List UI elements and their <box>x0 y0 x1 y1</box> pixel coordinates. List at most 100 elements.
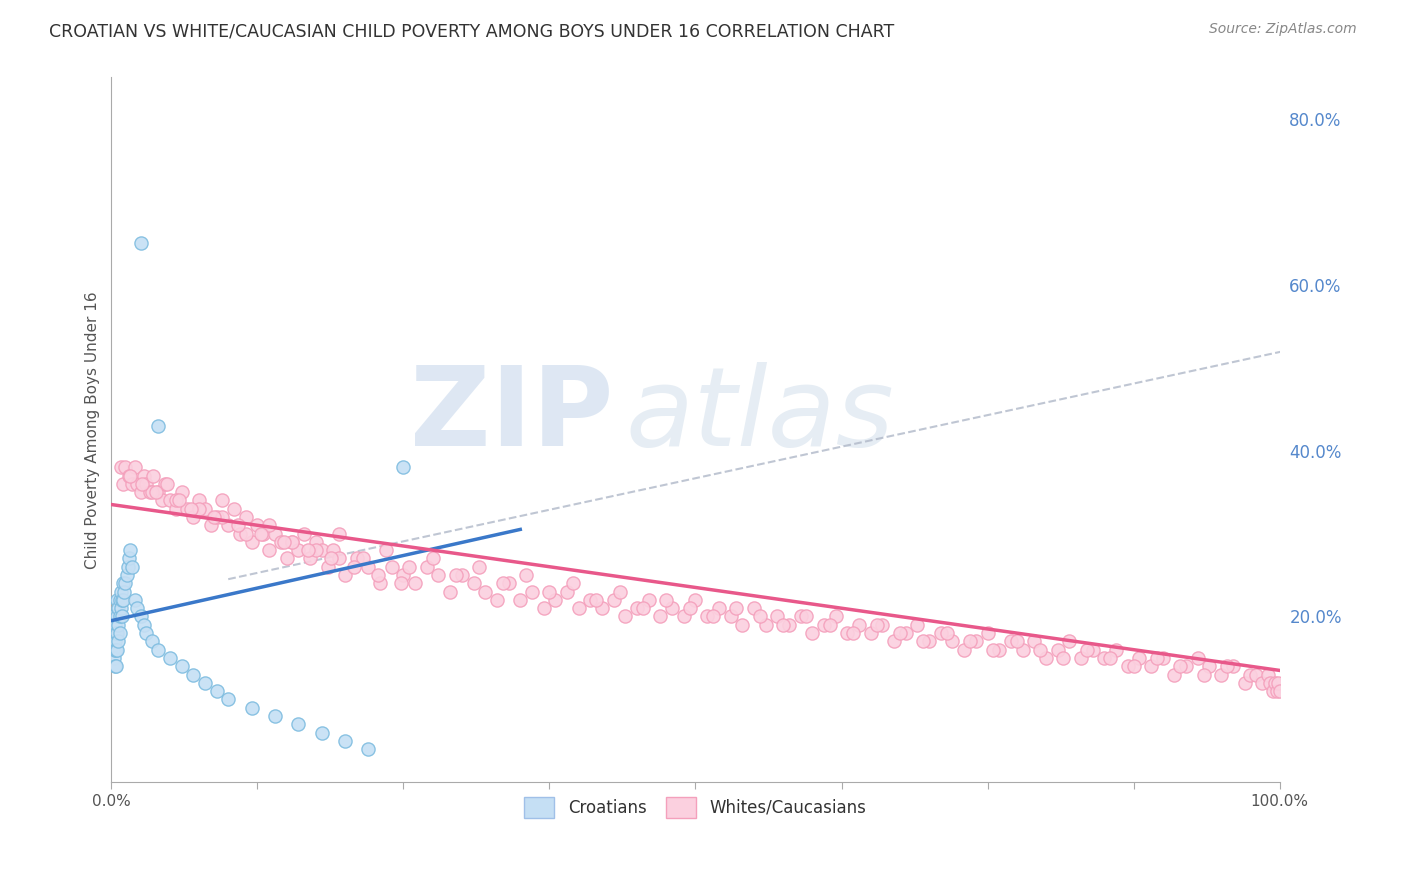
Point <box>813 617 835 632</box>
Point <box>101 642 124 657</box>
Point <box>707 601 730 615</box>
Point <box>1122 659 1144 673</box>
Point <box>110 584 132 599</box>
Point <box>439 584 461 599</box>
Point <box>181 667 204 681</box>
Point <box>801 626 824 640</box>
Point <box>1081 642 1104 657</box>
Point <box>959 634 981 648</box>
Point <box>941 634 963 648</box>
Point <box>912 634 935 648</box>
Point <box>167 493 190 508</box>
Point <box>108 626 131 640</box>
Point <box>211 493 233 508</box>
Point <box>515 568 537 582</box>
Point <box>118 468 141 483</box>
Point <box>156 476 179 491</box>
Point <box>112 593 135 607</box>
Point <box>416 559 439 574</box>
Point <box>114 460 136 475</box>
Point <box>129 609 152 624</box>
Point <box>1244 667 1267 681</box>
Point <box>129 236 152 251</box>
Point <box>976 626 998 640</box>
Point <box>748 609 770 624</box>
Point <box>444 568 467 582</box>
Point <box>153 476 176 491</box>
Point <box>837 626 859 640</box>
Point <box>655 593 678 607</box>
Point <box>229 526 252 541</box>
Point <box>115 568 138 582</box>
Point <box>124 460 146 475</box>
Point <box>180 501 202 516</box>
Point <box>988 642 1011 657</box>
Point <box>188 501 211 516</box>
Point <box>150 493 173 508</box>
Point <box>1105 642 1128 657</box>
Point <box>935 626 957 640</box>
Point <box>1175 659 1198 673</box>
Point <box>818 617 841 632</box>
Point <box>492 576 515 591</box>
Point <box>357 742 380 756</box>
Point <box>568 601 591 615</box>
Point <box>1152 651 1174 665</box>
Point <box>1146 651 1168 665</box>
Point <box>105 642 128 657</box>
Point <box>538 584 561 599</box>
Point <box>103 626 125 640</box>
Point <box>679 601 702 615</box>
Point <box>205 510 228 524</box>
Point <box>918 634 941 648</box>
Point <box>305 534 328 549</box>
Point <box>176 501 198 516</box>
Point <box>1070 651 1092 665</box>
Point <box>127 601 149 615</box>
Point <box>1011 642 1033 657</box>
Point <box>165 501 187 516</box>
Point <box>281 534 304 549</box>
Point <box>159 493 181 508</box>
Point <box>1029 642 1052 657</box>
Point <box>585 593 607 607</box>
Point <box>322 543 344 558</box>
Point <box>498 576 520 591</box>
Point <box>159 651 181 665</box>
Point <box>105 626 128 640</box>
Point <box>287 717 309 731</box>
Point <box>889 626 911 640</box>
Point <box>105 626 128 640</box>
Point <box>637 593 659 607</box>
Point <box>1163 667 1185 681</box>
Point <box>270 534 292 549</box>
Point <box>509 593 531 607</box>
Y-axis label: Child Poverty Among Boys Under 16: Child Poverty Among Boys Under 16 <box>86 291 100 569</box>
Point <box>1052 651 1074 665</box>
Point <box>392 460 415 475</box>
Point <box>1000 634 1022 648</box>
Point <box>883 634 905 648</box>
Point <box>1192 667 1215 681</box>
Point <box>121 559 143 574</box>
Point <box>103 609 125 624</box>
Point <box>702 609 724 624</box>
Point <box>1198 659 1220 673</box>
Point <box>240 700 263 714</box>
Point <box>134 617 156 632</box>
Point <box>872 617 894 632</box>
Point <box>742 601 765 615</box>
Point <box>1128 651 1150 665</box>
Point <box>276 551 298 566</box>
Point <box>1168 659 1191 673</box>
Point <box>141 634 163 648</box>
Point <box>170 485 193 500</box>
Point <box>222 501 245 516</box>
Text: atlas: atlas <box>626 362 894 469</box>
Point <box>257 518 280 533</box>
Point <box>789 609 811 624</box>
Point <box>1211 667 1233 681</box>
Point <box>110 460 132 475</box>
Point <box>108 609 131 624</box>
Point <box>672 609 695 624</box>
